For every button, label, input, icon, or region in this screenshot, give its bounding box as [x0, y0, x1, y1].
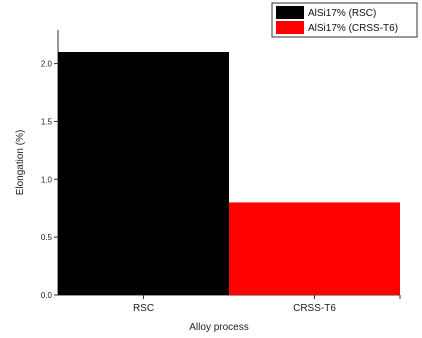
- y-tick-label: 0.0: [41, 291, 53, 300]
- bar-crss-t6: [229, 202, 400, 295]
- legend: AlSi17% (RSC) AlSi17% (CRSS-T6): [271, 2, 418, 38]
- x-tick-label: CRSS-T6: [293, 303, 336, 314]
- legend-swatch: [276, 6, 304, 19]
- y-axis-title: Elongation (%): [15, 130, 26, 196]
- y-tick-label: 1.0: [41, 175, 53, 184]
- y-tick-label: 2.0: [41, 60, 53, 69]
- y-tick-label: 0.5: [41, 233, 53, 242]
- x-tick-label: RSC: [133, 303, 154, 314]
- legend-label: AlSi17% (RSC): [308, 8, 376, 19]
- x-axis-title: Alloy process: [189, 322, 248, 333]
- plot-area: 0.0 0.5 1.0 1.5 2.0 RSC CRSS-T6: [41, 30, 401, 314]
- legend-label: AlSi17% (CRSS-T6): [308, 23, 398, 34]
- legend-swatch: [276, 21, 304, 34]
- bar-rsc: [58, 52, 229, 295]
- y-tick-label: 1.5: [41, 117, 53, 126]
